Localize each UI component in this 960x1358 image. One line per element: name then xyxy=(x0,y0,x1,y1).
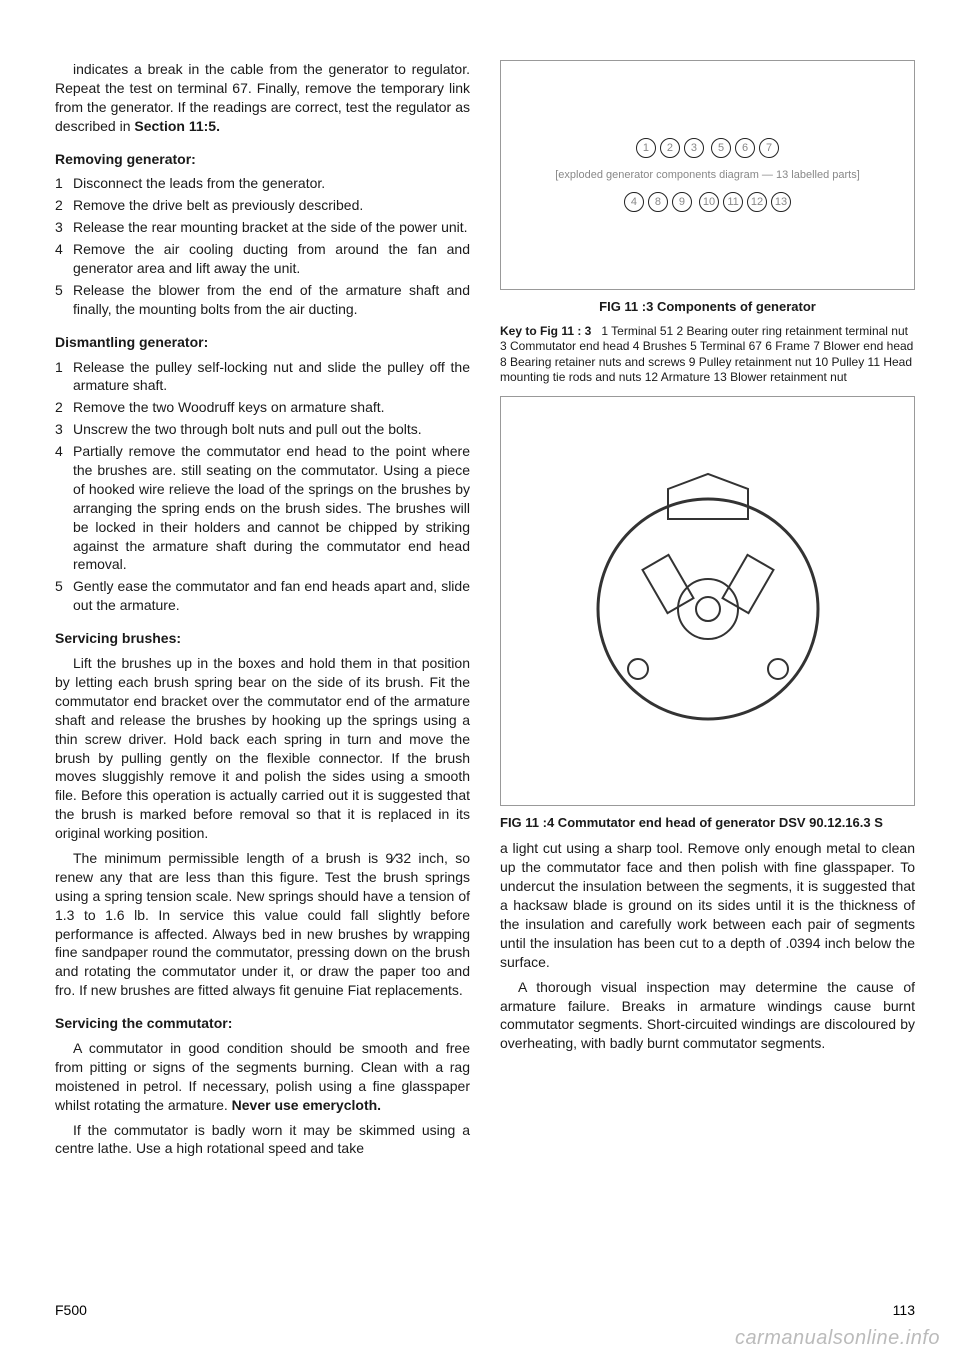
figure-placeholder xyxy=(578,469,838,734)
right-column: 123 567 [exploded generator components d… xyxy=(500,60,915,1164)
commutator-heading: Servicing the commutator: xyxy=(55,1014,470,1033)
fig1-key: Key to Fig 11 : 3 1 Terminal 51 2 Bearin… xyxy=(500,324,915,386)
step-number: 2 xyxy=(55,398,73,417)
step-number: 3 xyxy=(55,218,73,237)
figure-11-3: 123 567 [exploded generator components d… xyxy=(500,60,915,290)
removing-heading: Removing generator: xyxy=(55,150,470,169)
step-text: Remove the drive belt as previously desc… xyxy=(73,196,470,215)
right-p1: a light cut using a sharp tool. Remove o… xyxy=(500,839,915,971)
figure-description: [exploded generator components diagram —… xyxy=(555,168,860,183)
step-text: Partially remove the commutator end head… xyxy=(73,442,470,574)
step-text: Release the rear mounting bracket at the… xyxy=(73,218,470,237)
step-text: Disconnect the leads from the generator. xyxy=(73,174,470,193)
step-number: 5 xyxy=(55,577,73,615)
left-column: indicates a break in the cable from the … xyxy=(55,60,470,1164)
step-number: 4 xyxy=(55,442,73,574)
commutator-p1: A commutator in good condition should be… xyxy=(55,1039,470,1115)
manual-page: indicates a break in the cable from the … xyxy=(0,0,960,1358)
intro-section-ref: Section 11:5. xyxy=(134,118,220,134)
step-number: 1 xyxy=(55,174,73,193)
removing-step: 3Release the rear mounting bracket at th… xyxy=(55,218,470,237)
dismantling-step: 5Gently ease the commutator and fan end … xyxy=(55,577,470,615)
key-heading: Key to Fig 11 : 3 xyxy=(500,324,591,338)
commutator-p1-bold: Never use emerycloth. xyxy=(232,1097,381,1113)
step-text: Remove the air cooling ducting from arou… xyxy=(73,240,470,278)
dismantling-step: 2Remove the two Woodruff keys on armatur… xyxy=(55,398,470,417)
figure-11-4 xyxy=(500,396,915,806)
commutator-p2: If the commutator is badly worn it may b… xyxy=(55,1121,470,1159)
dismantling-step: 1Release the pulley self-locking nut and… xyxy=(55,358,470,396)
figure-placeholder: 123 567 [exploded generator components d… xyxy=(555,136,860,215)
step-number: 5 xyxy=(55,281,73,319)
removing-step: 5Release the blower from the end of the … xyxy=(55,281,470,319)
watermark: carmanualsonline.info xyxy=(735,1327,940,1350)
brushes-heading: Servicing brushes: xyxy=(55,629,470,648)
step-number: 2 xyxy=(55,196,73,215)
right-p2: A thorough visual inspection may determi… xyxy=(500,978,915,1054)
step-text: Remove the two Woodruff keys on armature… xyxy=(73,398,470,417)
step-number: 3 xyxy=(55,420,73,439)
commutator-diagram-icon xyxy=(578,469,838,729)
footer-model: F500 xyxy=(55,1302,87,1318)
brushes-p1: Lift the brushes up in the boxes and hol… xyxy=(55,654,470,843)
footer-page-number: 113 xyxy=(893,1302,915,1318)
removing-step: 2Remove the drive belt as previously des… xyxy=(55,196,470,215)
removing-step: 1Disconnect the leads from the generator… xyxy=(55,174,470,193)
intro-text: indicates a break in the cable from the … xyxy=(55,61,470,134)
two-column-layout: indicates a break in the cable from the … xyxy=(55,60,915,1164)
fig1-caption: FIG 11 :3 Components of generator xyxy=(500,298,915,316)
step-text: Release the pulley self-locking nut and … xyxy=(73,358,470,396)
step-number: 4 xyxy=(55,240,73,278)
fig2-caption: FIG 11 :4 Commutator end head of generat… xyxy=(500,814,915,832)
dismantling-heading: Dismantling generator: xyxy=(55,333,470,352)
step-text: Release the blower from the end of the a… xyxy=(73,281,470,319)
intro-paragraph: indicates a break in the cable from the … xyxy=(55,60,470,136)
dismantling-step: 3Unscrew the two through bolt nuts and p… xyxy=(55,420,470,439)
step-text: Gently ease the commutator and fan end h… xyxy=(73,577,470,615)
step-text: Unscrew the two through bolt nuts and pu… xyxy=(73,420,470,439)
brushes-p2: The minimum permissible length of a brus… xyxy=(55,849,470,1000)
page-footer: F500 113 xyxy=(55,1302,915,1318)
step-number: 1 xyxy=(55,358,73,396)
dismantling-step: 4Partially remove the commutator end hea… xyxy=(55,442,470,574)
removing-step: 4Remove the air cooling ducting from aro… xyxy=(55,240,470,278)
